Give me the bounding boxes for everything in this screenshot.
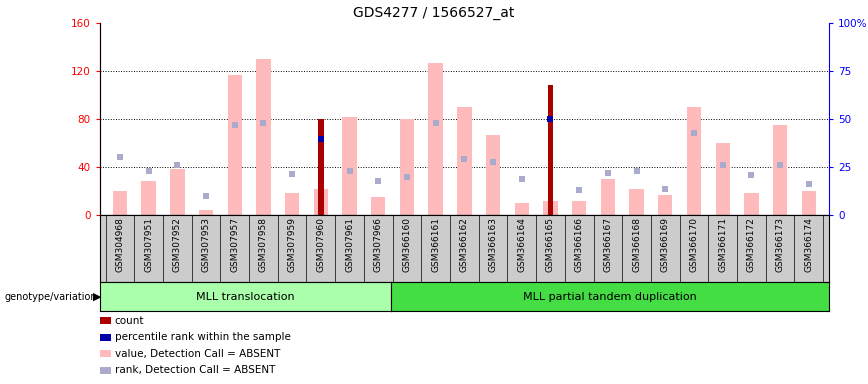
Point	[486, 159, 500, 166]
Point	[429, 119, 443, 126]
Text: GSM366169: GSM366169	[661, 217, 670, 272]
Text: GSM366165: GSM366165	[546, 217, 555, 272]
Text: GSM366167: GSM366167	[603, 217, 613, 272]
Point	[802, 181, 816, 187]
Bar	[629, 189, 644, 215]
Bar	[715, 143, 730, 215]
Text: GSM366173: GSM366173	[776, 217, 785, 272]
Point	[400, 174, 414, 180]
Point	[658, 185, 672, 192]
Point	[773, 162, 787, 168]
Bar	[113, 191, 127, 215]
Bar	[170, 169, 185, 215]
Text: percentile rank within the sample: percentile rank within the sample	[115, 332, 291, 342]
Text: GSM307959: GSM307959	[287, 217, 297, 272]
Bar	[318, 119, 324, 215]
Text: GDS4277 / 1566527_at: GDS4277 / 1566527_at	[353, 6, 515, 20]
Bar	[457, 107, 471, 215]
Bar	[572, 200, 587, 215]
Point	[113, 154, 127, 161]
Bar	[658, 195, 673, 215]
Text: GSM366161: GSM366161	[431, 217, 440, 272]
Point	[314, 136, 328, 142]
Text: GSM366168: GSM366168	[632, 217, 641, 272]
Bar	[802, 191, 816, 215]
Point	[314, 134, 328, 140]
Bar	[687, 107, 701, 215]
Bar	[256, 59, 271, 215]
Text: genotype/variation: genotype/variation	[4, 291, 97, 302]
Point	[141, 167, 155, 174]
Bar	[285, 194, 299, 215]
Point	[543, 116, 557, 122]
Point	[257, 119, 271, 126]
Bar	[548, 86, 554, 215]
Point	[199, 193, 213, 199]
Bar	[141, 182, 155, 215]
Text: GSM307951: GSM307951	[144, 217, 153, 272]
Text: GSM366166: GSM366166	[575, 217, 583, 272]
Bar	[429, 63, 443, 215]
Text: GSM307960: GSM307960	[316, 217, 326, 272]
Bar	[372, 197, 385, 215]
Point	[372, 178, 385, 185]
Point	[745, 172, 759, 179]
Point	[572, 187, 586, 193]
Text: GSM366174: GSM366174	[805, 217, 813, 272]
Bar	[543, 200, 557, 215]
Bar	[744, 194, 759, 215]
Point	[170, 162, 184, 168]
Text: GSM307966: GSM307966	[374, 217, 383, 272]
Text: rank, Detection Call = ABSENT: rank, Detection Call = ABSENT	[115, 365, 275, 375]
Point	[543, 116, 557, 122]
Bar	[227, 74, 242, 215]
Text: GSM307952: GSM307952	[173, 217, 181, 272]
Text: GSM366160: GSM366160	[403, 217, 411, 272]
Text: MLL translocation: MLL translocation	[196, 291, 295, 302]
Bar	[342, 117, 357, 215]
Text: count: count	[115, 316, 144, 326]
Text: GSM366172: GSM366172	[747, 217, 756, 272]
Text: GSM366162: GSM366162	[460, 217, 469, 272]
Bar	[773, 125, 787, 215]
Text: GSM307958: GSM307958	[259, 217, 268, 272]
Point	[457, 156, 471, 162]
Bar	[313, 189, 328, 215]
Bar	[601, 179, 615, 215]
Text: value, Detection Call = ABSENT: value, Detection Call = ABSENT	[115, 349, 280, 359]
Bar	[486, 135, 500, 215]
Point	[687, 131, 701, 137]
Point	[227, 122, 241, 128]
Text: GSM366171: GSM366171	[718, 217, 727, 272]
Text: GSM307961: GSM307961	[345, 217, 354, 272]
Bar	[515, 203, 529, 215]
Bar	[199, 210, 214, 215]
Text: MLL partial tandem duplication: MLL partial tandem duplication	[523, 291, 697, 302]
Point	[286, 171, 299, 177]
Text: ▶: ▶	[93, 291, 102, 302]
Text: GSM366163: GSM366163	[489, 217, 497, 272]
Bar	[400, 119, 414, 215]
Point	[629, 167, 643, 174]
Text: GSM366164: GSM366164	[517, 217, 526, 272]
Point	[716, 162, 730, 168]
Point	[601, 170, 615, 176]
Text: GSM307953: GSM307953	[201, 217, 211, 272]
Point	[343, 167, 357, 174]
Point	[515, 176, 529, 182]
Text: GSM366170: GSM366170	[689, 217, 699, 272]
Text: GSM307957: GSM307957	[230, 217, 240, 272]
Text: GSM304968: GSM304968	[115, 217, 124, 272]
